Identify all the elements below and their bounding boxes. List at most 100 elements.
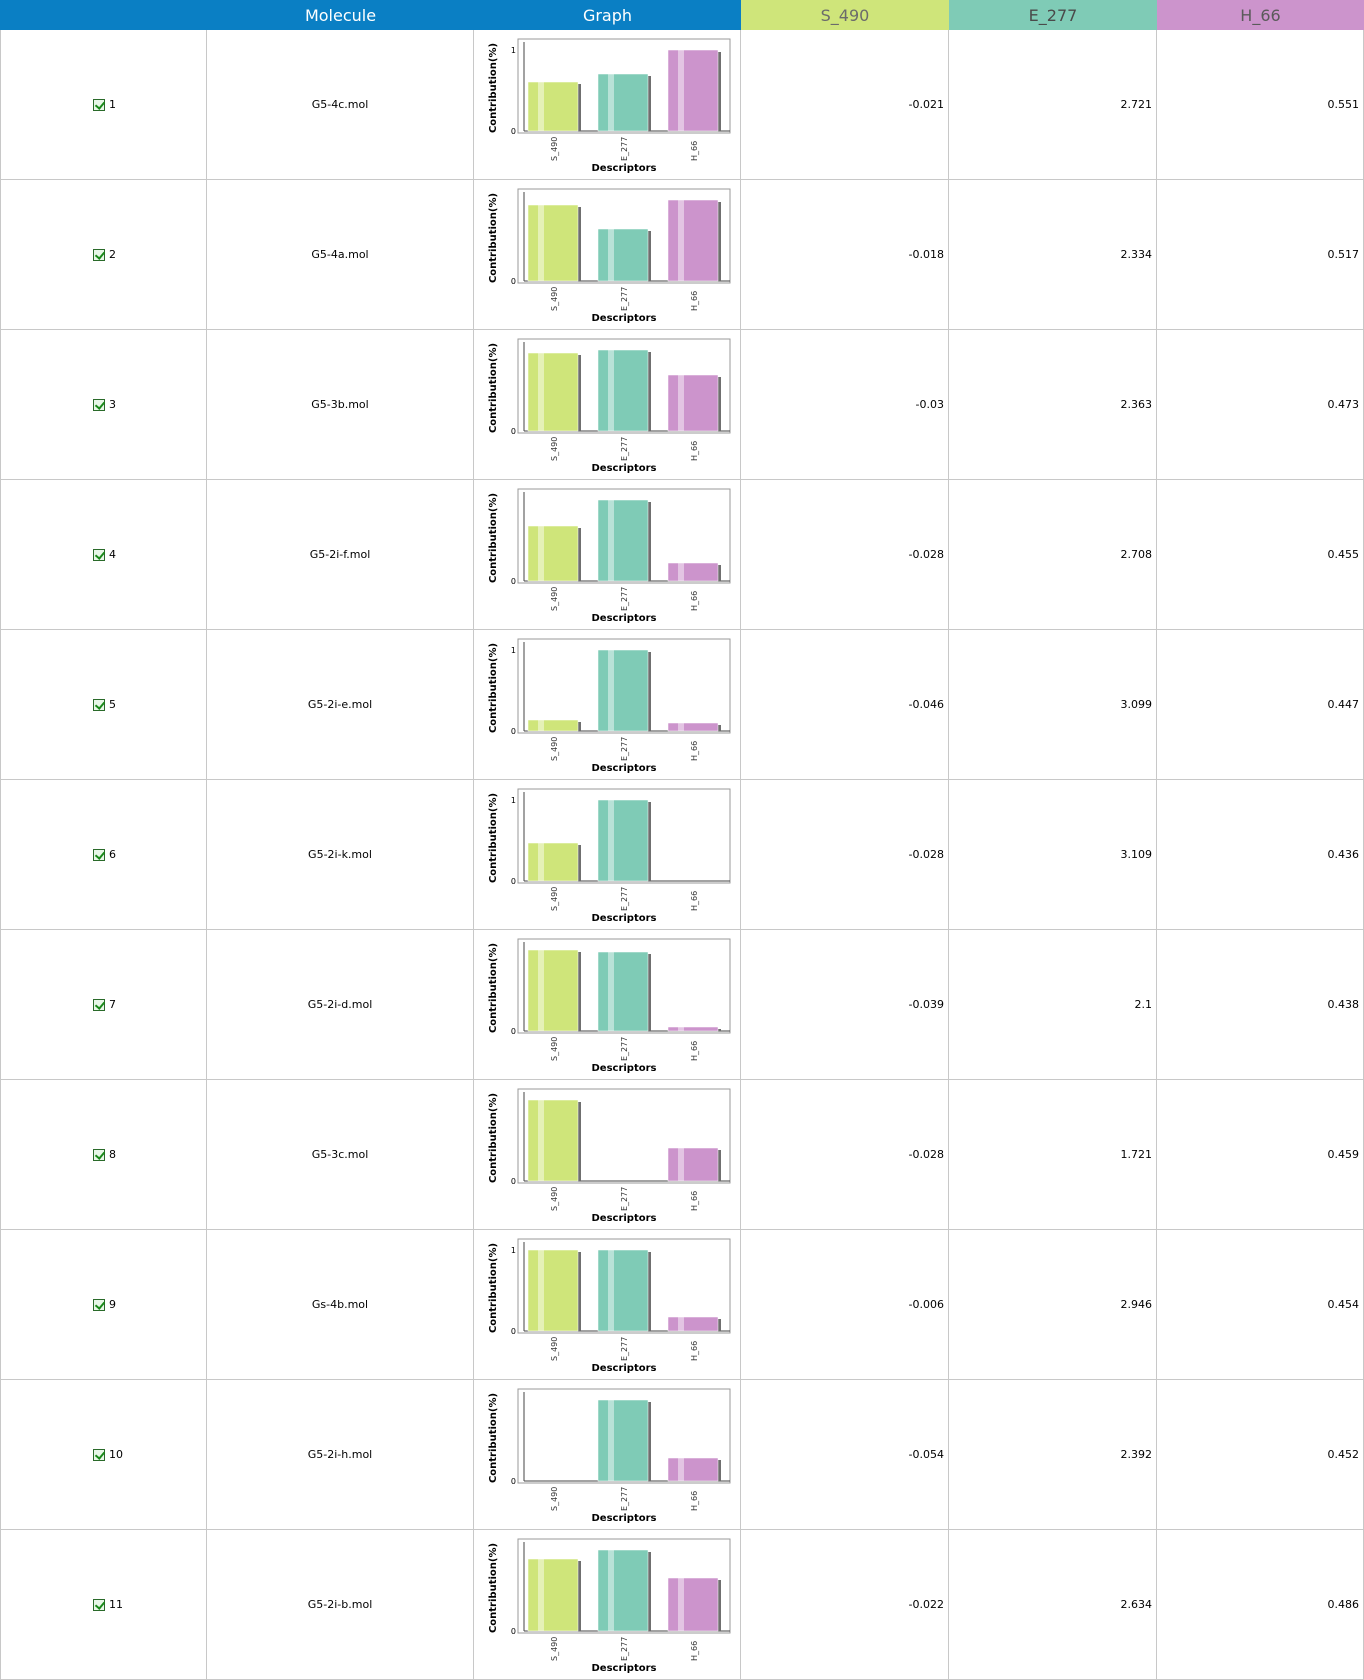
- table-row[interactable]: 4 G5-2i-f.mol Contribution(%) 0 S_490 E_277 H_…: [0, 480, 1364, 630]
- header-molecule[interactable]: Molecule: [207, 0, 474, 30]
- table-row[interactable]: 3 G5-3b.mol Contribution(%) 0 S_490 E_277 H_66…: [0, 330, 1364, 480]
- y-tick-bottom: 0: [511, 1327, 516, 1336]
- s490-value-cell[interactable]: -0.006: [741, 1230, 949, 1379]
- row-select[interactable]: 2: [93, 248, 116, 261]
- e277-value-cell[interactable]: 2.334: [949, 180, 1157, 329]
- row-select[interactable]: 4: [93, 548, 116, 561]
- h66-value-cell[interactable]: 0.517: [1157, 180, 1364, 329]
- row-checkbox[interactable]: [93, 1148, 105, 1161]
- molecule-cell[interactable]: G5-2i-k.mol: [207, 780, 474, 929]
- bar-h66: [667, 1026, 719, 1032]
- e277-value-cell[interactable]: 2.708: [949, 480, 1157, 629]
- molecule-cell[interactable]: G5-3c.mol: [207, 1080, 474, 1229]
- molecule-cell[interactable]: G5-4c.mol: [207, 30, 474, 179]
- row-select[interactable]: 6: [93, 848, 116, 861]
- h66-value-cell[interactable]: 0.551: [1157, 30, 1364, 179]
- row-checkbox[interactable]: [93, 1448, 105, 1461]
- table-row[interactable]: 11 G5-2i-b.mol Contribution(%) 0 S_490 E_277 H…: [0, 1530, 1364, 1680]
- bar-highlight: [538, 1250, 544, 1331]
- e277-value-cell[interactable]: 2.1: [949, 930, 1157, 1079]
- h66-value-cell[interactable]: 0.452: [1157, 1380, 1364, 1529]
- molecule-cell[interactable]: G5-3b.mol: [207, 330, 474, 479]
- s490-value-cell[interactable]: -0.022: [741, 1530, 949, 1679]
- h66-value-cell[interactable]: 0.455: [1157, 480, 1364, 629]
- contribution-chart: Contribution(%) 0 S_490 E_277 H_66 Descriptor…: [488, 938, 731, 1074]
- s490-value-cell[interactable]: -0.028: [741, 780, 949, 929]
- h66-value-cell[interactable]: 0.454: [1157, 1230, 1364, 1379]
- s490-value-cell[interactable]: -0.021: [741, 30, 949, 179]
- molecule-cell[interactable]: G5-2i-h.mol: [207, 1380, 474, 1529]
- row-checkbox[interactable]: [93, 98, 105, 111]
- h66-value-cell[interactable]: 0.473: [1157, 330, 1364, 479]
- s490-value-cell[interactable]: -0.054: [741, 1380, 949, 1529]
- h66-value-cell[interactable]: 0.486: [1157, 1530, 1364, 1679]
- row-checkbox[interactable]: [93, 248, 105, 261]
- e277-value-cell[interactable]: 2.946: [949, 1230, 1157, 1379]
- row-number: 11: [109, 1598, 123, 1611]
- row-select[interactable]: 9: [93, 1298, 116, 1311]
- s490-value-cell[interactable]: -0.039: [741, 930, 949, 1079]
- s490-value-cell[interactable]: -0.046: [741, 630, 949, 779]
- s490-value-cell[interactable]: -0.028: [741, 480, 949, 629]
- header-e277[interactable]: E_277: [949, 0, 1157, 30]
- table-row[interactable]: 6 G5-2i-k.mol Contribution(%) 1 0 S_490 E_277 H…: [0, 780, 1364, 930]
- row-select[interactable]: 1: [93, 98, 116, 111]
- s490-value-cell[interactable]: -0.03: [741, 330, 949, 479]
- e277-value-cell[interactable]: 1.721: [949, 1080, 1157, 1229]
- s490-value-cell[interactable]: -0.028: [741, 1080, 949, 1229]
- x-axis-label: Descriptors: [591, 463, 656, 474]
- header-graph[interactable]: Graph: [474, 0, 741, 30]
- table-row[interactable]: 9 Gs-4b.mol Contribution(%) 1 0 S_490 E_277 H_6…: [0, 1230, 1364, 1380]
- x-tick-label: E_277: [620, 437, 629, 461]
- x-tick-label: H_66: [690, 1041, 699, 1061]
- row-checkbox[interactable]: [93, 1598, 105, 1611]
- h66-value-cell[interactable]: 0.438: [1157, 930, 1364, 1079]
- row-checkbox[interactable]: [93, 998, 105, 1011]
- x-axis-label: Descriptors: [591, 1513, 656, 1524]
- row-checkbox[interactable]: [93, 1298, 105, 1311]
- row-id-cell: 10: [0, 1380, 207, 1529]
- row-checkbox[interactable]: [93, 398, 105, 411]
- e277-value-cell[interactable]: 2.392: [949, 1380, 1157, 1529]
- row-select[interactable]: 5: [93, 698, 116, 711]
- molecule-cell[interactable]: G5-2i-e.mol: [207, 630, 474, 779]
- row-checkbox[interactable]: [93, 848, 105, 861]
- header-id[interactable]: [0, 0, 207, 30]
- header-h66[interactable]: H_66: [1157, 0, 1364, 30]
- h66-value-cell[interactable]: 0.459: [1157, 1080, 1364, 1229]
- e277-value-cell[interactable]: 2.634: [949, 1530, 1157, 1679]
- molecule-cell[interactable]: G5-2i-f.mol: [207, 480, 474, 629]
- bar-highlight: [608, 500, 614, 581]
- graph-cell: Contribution(%) 0 S_490 E_277 H_66 Descriptor…: [474, 1080, 741, 1229]
- s490-value-cell[interactable]: -0.018: [741, 180, 949, 329]
- row-select[interactable]: 3: [93, 398, 116, 411]
- row-select[interactable]: 8: [93, 1148, 116, 1161]
- h66-value-cell[interactable]: 0.447: [1157, 630, 1364, 779]
- molecule-cell[interactable]: G5-4a.mol: [207, 180, 474, 329]
- molecule-cell[interactable]: Gs-4b.mol: [207, 1230, 474, 1379]
- table-row[interactable]: 1 G5-4c.mol Contribution(%) 1 0 S_490 E_277 H_6…: [0, 30, 1364, 180]
- bar-shadow: [716, 1029, 721, 1031]
- table-row[interactable]: 10 G5-2i-h.mol Contribution(%) 0 S_490 E_277 H…: [0, 1380, 1364, 1530]
- h66-value-cell[interactable]: 0.436: [1157, 780, 1364, 929]
- molecule-cell[interactable]: G5-2i-b.mol: [207, 1530, 474, 1679]
- row-select[interactable]: 10: [93, 1448, 123, 1461]
- row-select[interactable]: 7: [93, 998, 116, 1011]
- table-row[interactable]: 8 G5-3c.mol Contribution(%) 0 S_490 E_277 H_66…: [0, 1080, 1364, 1230]
- e277-value-cell[interactable]: 3.099: [949, 630, 1157, 779]
- contribution-chart: Contribution(%) 1 0 S_490 E_277 H_66 Descripto…: [488, 788, 731, 924]
- bar-highlight: [538, 1100, 544, 1181]
- table-row[interactable]: 2 G5-4a.mol Contribution(%) 0 S_490 E_277 H_66…: [0, 180, 1364, 330]
- e277-value-cell[interactable]: 2.721: [949, 30, 1157, 179]
- e277-value-cell[interactable]: 3.109: [949, 780, 1157, 929]
- row-checkbox[interactable]: [93, 548, 105, 561]
- row-select[interactable]: 11: [93, 1598, 123, 1611]
- molecule-cell[interactable]: G5-2i-d.mol: [207, 930, 474, 1079]
- contribution-chart: Contribution(%) 0 S_490 E_277 H_66 Descriptor…: [488, 1388, 731, 1524]
- table-row[interactable]: 7 G5-2i-d.mol Contribution(%) 0 S_490 E_277 H_…: [0, 930, 1364, 1080]
- row-checkbox[interactable]: [93, 698, 105, 711]
- y-tick-bottom: 0: [511, 877, 516, 886]
- table-row[interactable]: 5 G5-2i-e.mol Contribution(%) 1 0 S_490 E_277 H…: [0, 630, 1364, 780]
- header-s490[interactable]: S_490: [741, 0, 949, 30]
- e277-value-cell[interactable]: 2.363: [949, 330, 1157, 479]
